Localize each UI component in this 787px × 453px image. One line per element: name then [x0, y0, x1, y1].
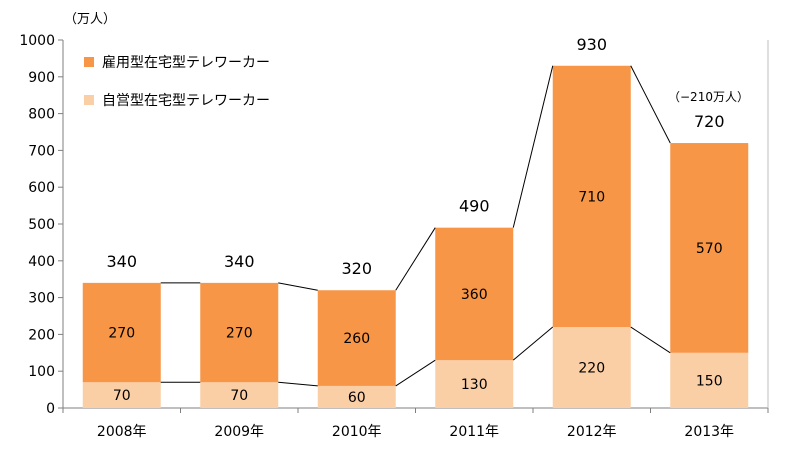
bar-employed	[552, 65, 631, 328]
x-tick-label: 2012年	[567, 424, 617, 440]
data-label-employed: 270	[108, 326, 135, 342]
x-tick-label: 2008年	[97, 424, 147, 440]
y-tick-label: 100	[28, 364, 55, 380]
y-tick-label: 1000	[19, 33, 55, 49]
series-line-self-employed	[630, 326, 671, 354]
bar-employed	[435, 227, 514, 361]
change-annotation: （−210万人）	[668, 90, 749, 104]
x-tick-label: 2011年	[449, 424, 499, 440]
y-tick-label: 600	[28, 180, 55, 196]
x-tick-label: 2009年	[214, 424, 264, 440]
data-label-self-employed: 220	[578, 361, 605, 377]
bar-self-employed	[317, 385, 396, 408]
bar-self-employed	[200, 382, 279, 408]
series-line-self-employed	[278, 381, 318, 387]
data-label-self-employed: 130	[461, 377, 488, 393]
legend: 雇用型在宅型テレワーカー 自営型在宅型テレワーカー	[84, 52, 270, 128]
legend-item-employed: 雇用型在宅型テレワーカー	[84, 52, 270, 72]
series-line-self-employed	[512, 326, 554, 361]
y-tick-label: 0	[46, 401, 55, 417]
data-label-self-employed: 70	[113, 388, 131, 404]
data-label-self-employed: 60	[348, 390, 366, 406]
series-line-employed	[512, 65, 554, 228]
x-tick-label: 2013年	[684, 424, 734, 440]
bar-self-employed	[670, 352, 749, 408]
data-label-total: 340	[106, 252, 137, 271]
y-tick-label: 500	[28, 217, 55, 233]
data-label-self-employed: 70	[230, 388, 248, 404]
data-label-total: 720	[694, 112, 725, 131]
data-label-total: 490	[459, 197, 490, 216]
data-label-employed: 710	[578, 189, 605, 205]
bar-self-employed	[552, 327, 631, 408]
series-line-employed	[278, 282, 318, 291]
data-label-employed: 570	[696, 241, 723, 257]
y-tick-label: 800	[28, 107, 55, 123]
legend-item-self-employed: 自営型在宅型テレワーカー	[84, 90, 270, 110]
series-line-employed	[395, 227, 436, 291]
data-label-total: 930	[576, 35, 607, 54]
bar-employed	[82, 282, 161, 383]
data-label-employed: 360	[461, 287, 488, 303]
y-tick-label: 400	[28, 254, 55, 270]
data-label-total: 340	[224, 252, 255, 271]
data-label-total: 320	[341, 259, 372, 278]
legend-label-self-employed: 自営型在宅型テレワーカー	[102, 93, 270, 109]
y-tick-label: 900	[28, 70, 55, 86]
bar-employed	[317, 290, 396, 386]
y-tick-label: 700	[28, 143, 55, 159]
data-label-employed: 260	[343, 331, 370, 347]
series-line-employed	[630, 65, 671, 144]
series-line-self-employed	[395, 359, 436, 387]
bar-self-employed	[435, 360, 514, 408]
legend-label-employed: 雇用型在宅型テレワーカー	[102, 55, 270, 71]
bar-employed	[670, 143, 749, 353]
legend-swatch-self-employed	[84, 95, 94, 105]
y-unit-label: （万人）	[64, 12, 117, 27]
x-tick-label: 2010年	[332, 424, 382, 440]
bar-self-employed	[82, 382, 161, 408]
legend-swatch-employed	[84, 57, 94, 67]
y-tick-label: 200	[28, 327, 55, 343]
data-label-employed: 270	[226, 326, 253, 342]
bar-employed	[200, 282, 279, 383]
data-label-self-employed: 150	[696, 373, 723, 389]
y-tick-label: 300	[28, 291, 55, 307]
